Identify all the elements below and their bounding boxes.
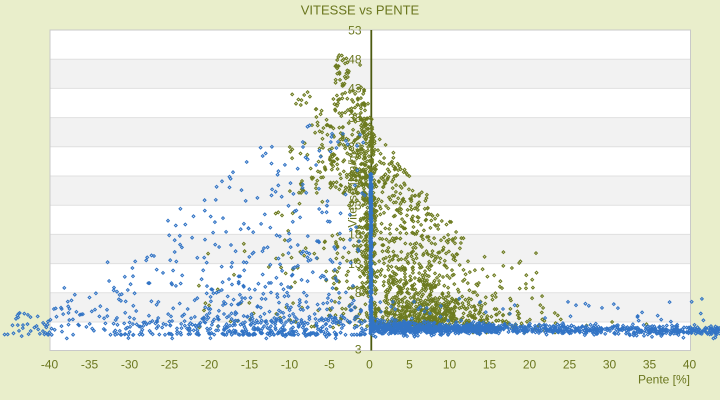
svg-text:0: 0 — [366, 358, 373, 372]
svg-text:-15: -15 — [241, 358, 259, 372]
svg-text:5: 5 — [406, 358, 413, 372]
svg-text:15: 15 — [483, 358, 497, 372]
svg-text:Pente [%]: Pente [%] — [638, 373, 690, 387]
svg-text:3: 3 — [355, 343, 362, 357]
svg-text:48: 48 — [348, 53, 362, 67]
svg-text:-25: -25 — [161, 358, 179, 372]
svg-text:35: 35 — [643, 358, 657, 372]
svg-text:30: 30 — [603, 358, 617, 372]
svg-text:-5: -5 — [324, 358, 335, 372]
svg-text:20: 20 — [523, 358, 537, 372]
svg-text:-20: -20 — [201, 358, 219, 372]
svg-text:10: 10 — [443, 358, 457, 372]
svg-text:-40: -40 — [41, 358, 59, 372]
svg-text:-30: -30 — [121, 358, 139, 372]
svg-text:-10: -10 — [281, 358, 299, 372]
svg-text:VITESSE vs PENTE: VITESSE vs PENTE — [301, 2, 420, 17]
svg-text:8: 8 — [355, 286, 362, 300]
svg-text:40: 40 — [683, 358, 697, 372]
svg-text:25: 25 — [563, 358, 577, 372]
svg-text:-35: -35 — [81, 358, 99, 372]
